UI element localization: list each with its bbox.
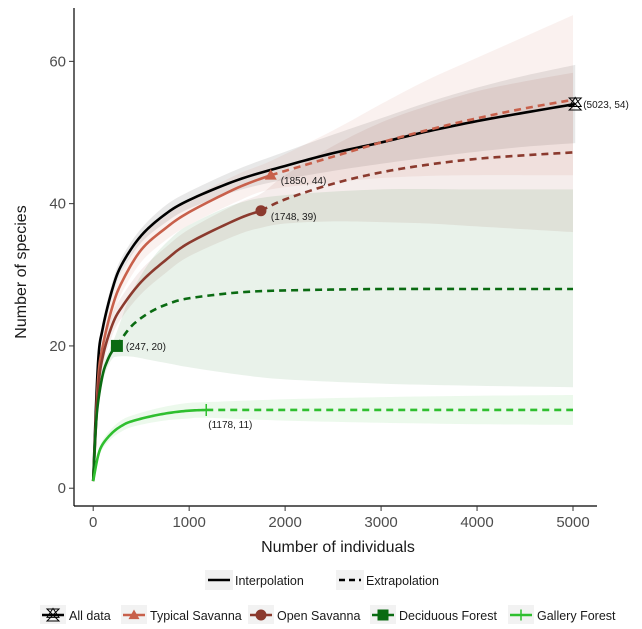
observed-label-typical-savanna: (1850, 44) [281, 176, 327, 187]
extrapolation-line-open-savanna [260, 151, 574, 212]
x-tick-label: 0 [89, 514, 97, 531]
series-legend-label: Open Savanna [277, 609, 360, 623]
y-tick-label: 60 [49, 53, 66, 70]
legend-marker-circle [255, 609, 267, 621]
observed-marker-deciduous-forest [110, 339, 123, 352]
observed-label-open-savanna: (1748, 39) [271, 212, 317, 223]
ci-band-deciduous-forest [93, 189, 574, 482]
series-legend-open-savanna: Open Savanna [248, 605, 360, 625]
interpolation-line-gallery-forest [91, 408, 207, 482]
series-legend-deciduous-forest: Deciduous Forest [370, 605, 497, 625]
linetype-legend-extrapolation: Extrapolation [336, 570, 439, 590]
ci-band-gallery-forest [93, 395, 574, 482]
linetype-legend-label: Interpolation [235, 574, 304, 588]
y-tick-label: 20 [49, 338, 66, 355]
series-legend-gallery-forest: Gallery Forest [508, 605, 616, 625]
series-legend-typical-savanna: Typical Savanna [121, 605, 242, 625]
x-tick-label: 5000 [556, 514, 589, 531]
ci-band-typical-savanna [93, 15, 574, 482]
legend: Interpolation Extrapolation All data Typica… [40, 570, 616, 625]
x-tick-label: 2000 [268, 514, 301, 531]
legend-marker-plus [515, 609, 527, 621]
confidence-bands [93, 15, 576, 482]
interpolation-line-open-savanna [91, 209, 262, 482]
y-tick-label: 40 [49, 196, 66, 213]
observed-marker-all-data [568, 96, 583, 111]
extrapolation-line-deciduous-forest [115, 287, 574, 347]
legend-marker-square [377, 609, 389, 621]
x-axis-title: Number of individuals [261, 539, 415, 556]
legend-marker-hourglass [45, 607, 61, 622]
observed-label-all-data: (5023, 54) [583, 100, 629, 111]
y-axis-title: Number of species [13, 205, 30, 338]
x-tick-label: 1000 [172, 514, 205, 531]
x-tick-label: 4000 [460, 514, 493, 531]
ci-band-all-data [93, 64, 576, 482]
interpolation-line-all-data [91, 102, 576, 482]
x-tick-label: 3000 [364, 514, 397, 531]
interpolation-line-typical-savanna [91, 173, 272, 482]
observed-marker-open-savanna [255, 205, 267, 217]
legend-marker-triangle [128, 609, 140, 620]
y-tick-label: 0 [58, 480, 66, 497]
linetype-legend-label: Extrapolation [366, 574, 439, 588]
axes: 0 1000 2000 3000 4000 5000 0 20 40 60 [49, 8, 597, 531]
ci-band-open-savanna [93, 72, 574, 482]
extrapolation-line-typical-savanna [270, 98, 574, 177]
series-legend-label: Gallery Forest [537, 609, 616, 623]
observed-markers: (5023, 54) (1850, 44) (1748, 39) (247, 20) (… [110, 96, 629, 431]
linetype-legend-interpolation: Interpolation [205, 570, 304, 590]
series-legend-all-data: All data [40, 605, 111, 625]
observed-marker-typical-savanna [264, 169, 277, 180]
observed-label-gallery-forest: (1178, 11) [208, 420, 252, 431]
observed-label-deciduous-forest: (247, 20) [126, 342, 166, 353]
series-legend-label: Typical Savanna [150, 609, 242, 623]
series-legend-label: All data [69, 609, 111, 623]
observed-marker-gallery-forest [200, 403, 213, 416]
series-lines [91, 98, 576, 482]
series-legend-label: Deciduous Forest [399, 609, 497, 623]
